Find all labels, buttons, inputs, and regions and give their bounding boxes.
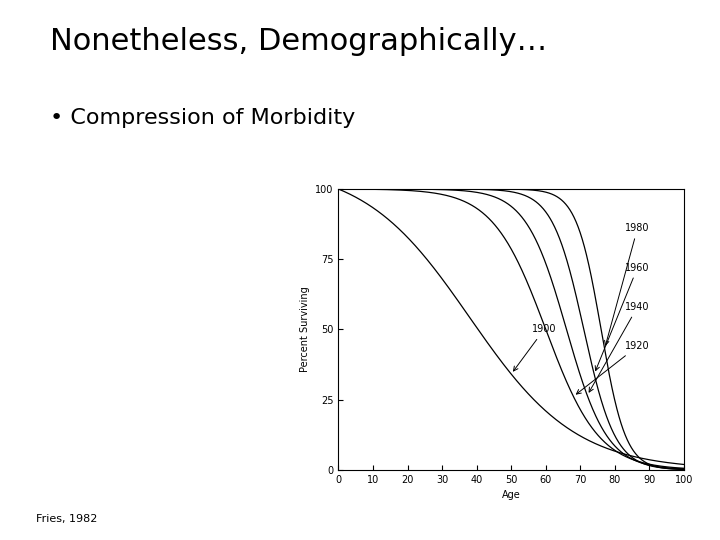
Text: 1920: 1920 [577,341,650,394]
Y-axis label: Percent Surviving: Percent Surviving [300,287,310,372]
Text: 1980: 1980 [605,224,649,345]
Text: • Compression of Morbidity: • Compression of Morbidity [50,108,356,128]
Text: 1960: 1960 [595,262,649,370]
Text: Nonetheless, Demographically…: Nonetheless, Demographically… [50,27,547,56]
Text: 1940: 1940 [589,302,649,392]
Text: Fries, 1982: Fries, 1982 [36,514,97,524]
Text: 1900: 1900 [513,325,557,371]
X-axis label: Age: Age [502,490,521,500]
